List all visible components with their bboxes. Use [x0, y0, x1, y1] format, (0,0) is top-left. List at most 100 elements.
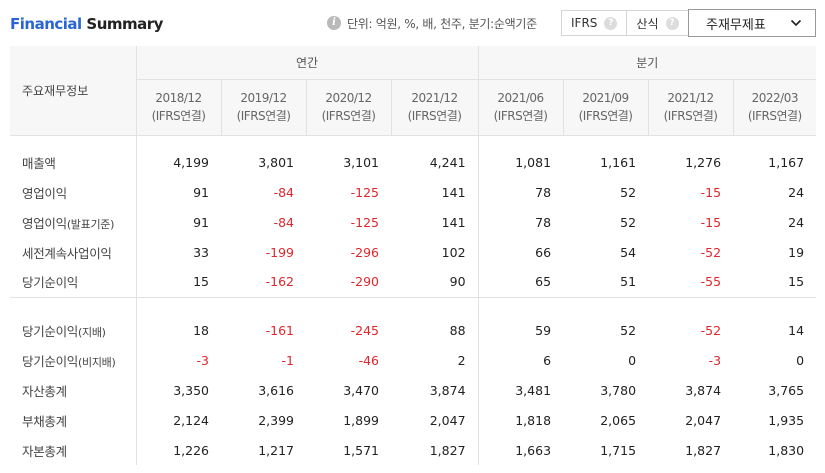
value-cell: 1,830	[768, 442, 805, 458]
value-cell: -290	[350, 274, 379, 290]
value-cell: 90	[391, 267, 479, 297]
header-bar: Financial Summary i 단위: 억원, %, 배, 천주, 분기…	[0, 0, 825, 46]
row-label: 세전계속사업이익	[10, 237, 137, 267]
value-cell: 1,226	[173, 442, 209, 458]
value-cell: 1,827	[391, 435, 479, 465]
value-cell: 2,047	[685, 412, 722, 428]
column-header-metric: 주요재무정보	[10, 46, 137, 136]
value-cell: -84	[273, 214, 294, 230]
chevron-down-icon	[790, 19, 802, 27]
value-cell: 2,399	[258, 412, 294, 428]
value-cell: -52	[700, 244, 722, 260]
value-cell: 2,047	[391, 405, 479, 435]
table-row: 당기순이익(지배) 18 -161 -245 88 59 52 -52 14	[10, 315, 816, 345]
value-cell: -46	[358, 352, 379, 368]
period-header: 2021/09 (IFRS연결)	[563, 79, 649, 136]
value-cell: -161	[265, 322, 294, 338]
value-cell: 2	[391, 345, 479, 375]
value-cell: 1,276	[685, 154, 722, 170]
value-cell: 1,663	[515, 442, 552, 458]
period-header: 2018/12 (IFRS연결)	[136, 79, 222, 136]
period-header: 2021/06 (IFRS연결)	[478, 79, 564, 136]
value-cell: 0	[628, 352, 637, 368]
value-cell: 141	[391, 207, 479, 237]
value-cell: 3,481	[515, 382, 552, 398]
page-title: Financial Summary	[10, 15, 163, 33]
value-cell: 54	[620, 244, 637, 260]
value-cell: -3	[196, 352, 209, 368]
value-cell: -1	[281, 352, 294, 368]
value-cell: 24	[788, 214, 805, 230]
value-cell: 78	[535, 184, 552, 200]
row-label: 당기순이익	[10, 267, 137, 297]
table-row: 자산총계 3,350 3,616 3,470 3,874 3,481 3,780 3,874 3…	[10, 375, 816, 405]
table-body: 매출액 4,199 3,801 3,101 4,241 1,081 1,161 1,276 1,…	[10, 135, 817, 465]
value-cell: 4,199	[173, 154, 209, 170]
value-cell: 6	[543, 352, 552, 368]
value-cell: 24	[788, 184, 805, 200]
value-cell: -84	[273, 184, 294, 200]
value-cell: 4,241	[391, 147, 479, 177]
group-header-annual: 연간	[136, 46, 479, 80]
value-cell: 1,818	[515, 412, 552, 428]
value-cell: 52	[620, 322, 637, 338]
period-header: 2019/12 (IFRS연결)	[221, 79, 307, 136]
value-cell: 66	[535, 244, 552, 260]
value-cell: -3	[708, 352, 722, 368]
value-cell: 91	[193, 214, 209, 230]
row-label: 자산총계	[10, 375, 137, 405]
period-header: 2021/12 (IFRS연결)	[391, 79, 479, 136]
row-label: 매출액	[10, 147, 137, 177]
row-label: 영업이익(발표기준)	[10, 207, 137, 237]
value-cell: 65	[535, 274, 552, 290]
value-cell: 1,935	[768, 412, 805, 428]
value-cell: 2,124	[173, 412, 209, 428]
value-cell: 52	[620, 184, 637, 200]
period-header: 2022/03 (IFRS연결)	[733, 79, 817, 136]
gap-row	[10, 296, 817, 315]
value-cell: 3,616	[258, 382, 294, 398]
value-cell: -52	[700, 322, 722, 338]
info-icon[interactable]: i	[327, 16, 341, 30]
value-cell: 1,715	[600, 442, 637, 458]
value-cell: 3,101	[343, 154, 379, 170]
value-cell: 51	[620, 274, 637, 290]
help-icon[interactable]: ?	[604, 16, 618, 30]
value-cell: 14	[788, 322, 805, 338]
group-header-quarter: 분기	[478, 46, 817, 80]
value-cell: 1,571	[343, 442, 379, 458]
value-cell: 33	[193, 244, 209, 260]
value-cell: -125	[350, 184, 379, 200]
dropdown-value: 주재무제표	[706, 17, 766, 33]
value-cell: 1,899	[343, 412, 379, 428]
value-cell: -162	[265, 274, 294, 290]
value-cell: 18	[193, 322, 209, 338]
table-row: 자본총계 1,226 1,217 1,571 1,827 1,663 1,715 1,827 1…	[10, 435, 816, 465]
value-cell: 1,081	[515, 154, 552, 170]
value-cell: 141	[391, 177, 479, 207]
value-cell: -15	[700, 184, 722, 200]
ifrs-toggle[interactable]: IFRS ?	[562, 11, 626, 35]
financial-summary-table: 주요재무정보 연간 분기 2018/12 (IFRS연결) 2019/12 (IFR…	[10, 46, 817, 465]
value-cell: -245	[350, 322, 379, 338]
formula-toggle-label: 산식	[636, 16, 659, 31]
table-row: 영업이익 91 -84 -125 141 78 52 -15 24	[10, 177, 816, 207]
statement-type-dropdown[interactable]: 주재무제표	[688, 9, 816, 37]
value-cell: 102	[391, 237, 479, 267]
table-row: 매출액 4,199 3,801 3,101 4,241 1,081 1,161 1,276 1,…	[10, 147, 816, 177]
value-cell: 3,801	[258, 154, 294, 170]
value-cell: 2,065	[600, 412, 637, 428]
ifrs-toggle-label: IFRS	[571, 16, 598, 30]
value-cell: 1,827	[685, 442, 722, 458]
value-cell: -125	[350, 214, 379, 230]
value-cell: 1,217	[258, 442, 294, 458]
value-cell: 0	[796, 352, 805, 368]
value-cell: -296	[350, 244, 379, 260]
table-row: 당기순이익 15 -162 -290 90 65 51 -55 15	[10, 267, 816, 297]
value-cell: 3,874	[685, 382, 722, 398]
period-header: 2020/12 (IFRS연결)	[306, 79, 392, 136]
formula-toggle[interactable]: 산식 ?	[626, 11, 687, 35]
help-icon[interactable]: ?	[665, 16, 679, 30]
mode-toggle-group: IFRS ? 산식 ?	[561, 10, 689, 36]
value-cell: 15	[788, 274, 805, 290]
